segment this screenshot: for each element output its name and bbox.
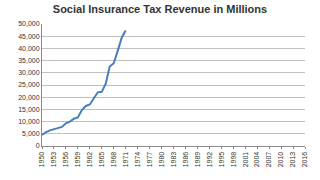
svg-text:1962: 1962: [86, 152, 93, 168]
svg-text:50,000: 50,000: [18, 20, 40, 27]
svg-text:1995: 1995: [218, 152, 225, 168]
svg-text:2007: 2007: [265, 152, 272, 168]
svg-text:1983: 1983: [170, 152, 177, 168]
svg-text:20,000: 20,000: [18, 94, 40, 101]
svg-text:35,000: 35,000: [18, 57, 40, 64]
svg-text:40,000: 40,000: [18, 45, 40, 52]
svg-text:2001: 2001: [242, 152, 249, 168]
svg-text:30,000: 30,000: [18, 69, 40, 76]
svg-text:1968: 1968: [110, 152, 117, 168]
svg-text:25,000: 25,000: [18, 81, 40, 88]
svg-text:1959: 1959: [74, 152, 81, 168]
svg-text:1971: 1971: [122, 152, 129, 168]
svg-text:1956: 1956: [62, 152, 69, 168]
svg-text:1950: 1950: [38, 152, 45, 168]
svg-text:1986: 1986: [182, 152, 189, 168]
svg-text:1998: 1998: [230, 152, 237, 168]
svg-text:1992: 1992: [206, 152, 213, 168]
svg-text:2013: 2013: [289, 152, 296, 168]
svg-text:0: 0: [36, 142, 40, 149]
svg-text:1965: 1965: [98, 152, 105, 168]
svg-text:1953: 1953: [50, 152, 57, 168]
svg-text:15,000: 15,000: [18, 106, 40, 113]
svg-text:1989: 1989: [194, 152, 201, 168]
svg-text:2010: 2010: [277, 152, 284, 168]
svg-text:45,000: 45,000: [18, 33, 40, 40]
svg-text:1974: 1974: [134, 152, 141, 168]
svg-text:Social Insurance Tax Revenue i: Social Insurance Tax Revenue in Millions: [53, 3, 267, 15]
svg-text:1980: 1980: [158, 152, 165, 168]
svg-text:10,000: 10,000: [18, 118, 40, 125]
svg-text:2004: 2004: [253, 152, 260, 168]
svg-text:5,000: 5,000: [22, 130, 40, 137]
svg-text:2016: 2016: [301, 152, 308, 168]
svg-text:1977: 1977: [146, 152, 153, 168]
